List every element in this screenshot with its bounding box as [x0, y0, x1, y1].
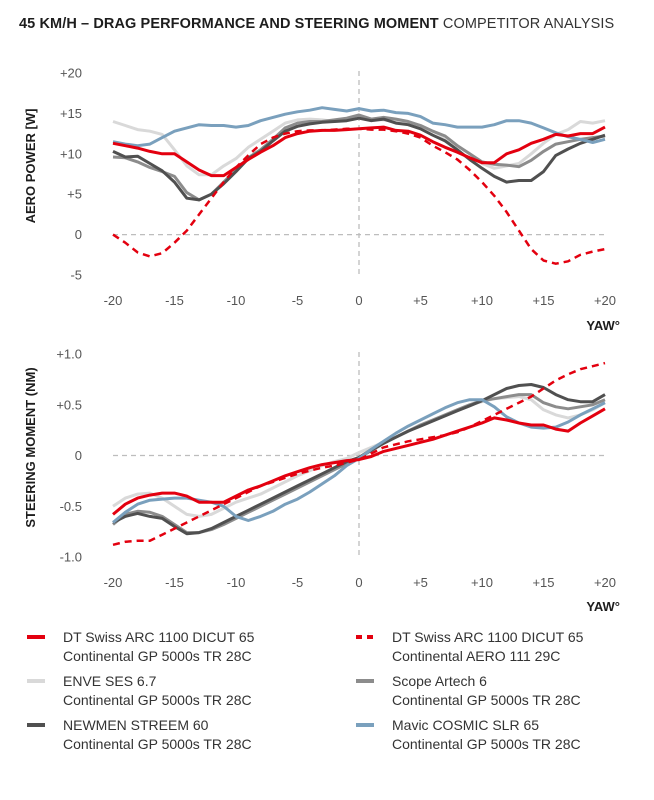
legend-swatch-blue: [356, 723, 374, 727]
y-axis-title: STEERING MOMENT (NM): [23, 367, 38, 527]
x-tick-label: +15: [532, 293, 554, 308]
steering-moment-chart: +1.0 +0.5 0 -0.5 -1.0 -20 -15 -10 -5 0 +5 +10 +15 +20…: [23, 347, 620, 615]
x-axis-title: YAW°: [586, 318, 620, 333]
x-tick-label: -20: [104, 293, 123, 308]
y-tick-label: +20: [60, 66, 82, 81]
legend-swatch-dashed-red: [356, 635, 374, 639]
series-line-1: [112, 113, 606, 202]
title-sub: COMPETITOR ANALYSIS: [442, 16, 615, 32]
legend-label: DT Swiss ARC 1100 DICUT 65 Continental GP…: [63, 629, 255, 664]
legend-label: ENVE SES 6.7 Continental GP 5000s TR 28C: [63, 673, 252, 708]
y-tick-label: +1.0: [56, 347, 82, 362]
x-tick-label: -5: [292, 293, 304, 308]
y-tick-label: +0.5: [56, 397, 82, 412]
x-tick-label: -10: [227, 575, 246, 590]
y-tick-label: 0: [75, 227, 82, 242]
legend-item: Mavic COSMIC SLR 65 Continental GP 5000s …: [356, 716, 654, 760]
x-tick-label: +5: [413, 293, 428, 308]
series-line-0: [112, 395, 606, 518]
x-tick-label: -15: [165, 293, 184, 308]
legend-item: DT Swiss ARC 1100 DICUT 65 Continental GP…: [27, 628, 327, 672]
y-axis-title: AERO POWER [W]: [23, 109, 38, 224]
x-tick-label: 0: [355, 293, 362, 308]
y-tick-label: +5: [67, 187, 82, 202]
legend-item: ENVE SES 6.7 Continental GP 5000s TR 28C: [27, 672, 327, 716]
x-tick-label: -10: [227, 293, 246, 308]
x-tick-label: 0: [355, 575, 362, 590]
x-tick-label: +20: [594, 575, 616, 590]
x-tick-label: -20: [104, 575, 123, 590]
page-title: 45 KM/H – DRAG PERFORMANCE AND STEERING …: [19, 16, 614, 32]
x-tick-label: +20: [594, 293, 616, 308]
y-tick-label: +15: [60, 106, 82, 121]
legend-swatch-mid-gray: [356, 679, 374, 683]
series-line-5: [112, 361, 606, 547]
x-tick-label: -5: [292, 575, 304, 590]
legend-swatch-dark-gray: [27, 723, 45, 727]
series-line-3: [112, 106, 606, 148]
aero-power-chart: +20 +15 +10 +5 0 -5 -20 -15 -10 -5 0 +5 +10 +15 +20 YAW…: [23, 66, 620, 334]
legend-item: DT Swiss ARC 1100 DICUT 65 Continental AE…: [356, 628, 654, 672]
x-tick-label: +15: [532, 575, 554, 590]
series-line-4: [112, 407, 606, 516]
y-tick-label: -1.0: [60, 550, 82, 565]
legend-item: NEWMEN STREEM 60 Continental GP 5000s TR …: [27, 716, 327, 760]
legend-swatch-light-gray: [27, 679, 45, 683]
legend-item: Scope Artech 6 Continental GP 5000s TR 28…: [356, 672, 654, 716]
x-tick-label: +10: [471, 293, 493, 308]
legend-label: Mavic COSMIC SLR 65 Continental GP 5000s …: [392, 717, 581, 752]
legend-swatch-solid-red: [27, 635, 45, 639]
series-line-2: [112, 116, 606, 202]
legend-label: Scope Artech 6 Continental GP 5000s TR 28…: [392, 673, 581, 708]
series-line-5: [112, 127, 606, 265]
y-tick-label: 0: [75, 448, 82, 463]
legend-label: NEWMEN STREEM 60 Continental GP 5000s TR …: [63, 717, 252, 752]
x-tick-label: +5: [413, 575, 428, 590]
legend-label: DT Swiss ARC 1100 DICUT 65 Continental AE…: [392, 629, 584, 664]
x-axis-title: YAW°: [586, 599, 620, 614]
y-tick-label: -0.5: [60, 499, 82, 514]
x-tick-label: +10: [471, 575, 493, 590]
x-tick-label: -15: [165, 575, 184, 590]
y-tick-label: +10: [60, 146, 82, 161]
title-main: 45 KM/H – DRAG PERFORMANCE AND STEERING …: [19, 16, 439, 32]
y-tick-label: -5: [70, 268, 82, 283]
